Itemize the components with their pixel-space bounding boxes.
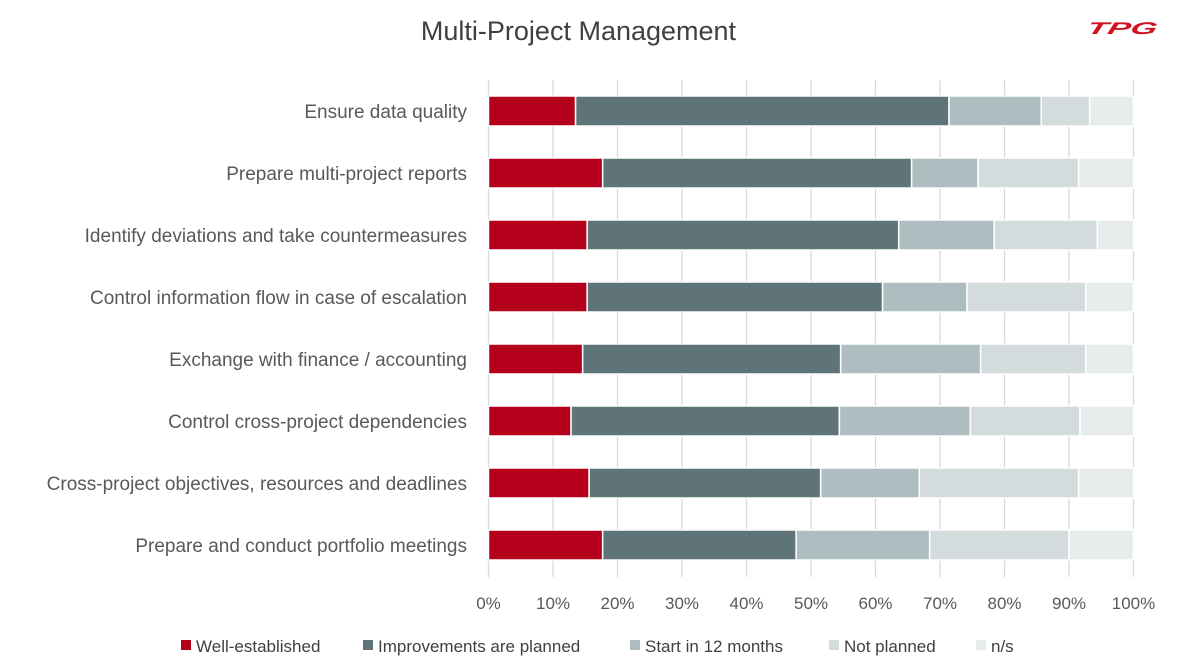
x-tick-label: 50% [794, 594, 828, 613]
x-tick-label: 10% [536, 594, 570, 613]
legend-swatch [630, 640, 640, 650]
bar-segment-well-established [487, 95, 577, 127]
bar-segment-improvements-are-planned [601, 157, 913, 189]
bar-segment-well-established [487, 405, 572, 437]
bar-segment-not-planned [977, 157, 1080, 189]
x-tick-label: 60% [858, 594, 892, 613]
bar-segment-well-established [487, 467, 590, 499]
category-label: Exchange with finance / accounting [169, 350, 467, 371]
x-tick-label: 100% [1112, 594, 1155, 613]
svg-text:TPG: TPG [1085, 18, 1160, 38]
legend-label: Not planned [844, 637, 936, 656]
bar-segment-start-in-12-months [838, 405, 972, 437]
bar-segment-n-s [1079, 405, 1135, 437]
bar-segment-start-in-12-months [839, 343, 982, 375]
bar-segment-not-planned [1040, 95, 1091, 127]
bar-segment-n-s [1085, 281, 1135, 313]
legend-swatch [181, 640, 191, 650]
x-tick-label: 90% [1052, 594, 1086, 613]
x-tick-label: 70% [923, 594, 957, 613]
bar-segment-well-established [487, 281, 588, 313]
category-label: Prepare multi-project reports [226, 164, 467, 185]
bar-segment-n-s [1077, 467, 1135, 499]
bar-segment-n-s [1088, 95, 1135, 127]
bar-segment-well-established [487, 343, 584, 375]
x-tick-label: 40% [729, 594, 763, 613]
chart-title: Multi-Project Management [420, 16, 737, 46]
bar-segment-not-planned [993, 219, 1099, 251]
bar-segment-not-planned [928, 529, 1070, 561]
legend-label: Start in 12 months [645, 637, 783, 656]
bar-segment-start-in-12-months [881, 281, 968, 313]
x-tick-label: 20% [600, 594, 634, 613]
x-tick-label: 0% [476, 594, 501, 613]
bar-segment-improvements-are-planned [586, 281, 884, 313]
bar-segment-improvements-are-planned [574, 95, 950, 127]
bar-segment-not-planned [969, 405, 1081, 437]
legend-swatch [829, 640, 839, 650]
bar-segment-n-s [1068, 529, 1135, 561]
bar-segment-not-planned [918, 467, 1080, 499]
legend-label: n/s [991, 637, 1014, 656]
legend-label: Well-established [196, 637, 320, 656]
bar-segment-start-in-12-months [819, 467, 921, 499]
bar-segment-n-s [1096, 219, 1135, 251]
category-label: Cross-project objectives, resources and … [47, 474, 467, 495]
bar-segment-improvements-are-planned [588, 467, 822, 499]
legend-swatch [363, 640, 373, 650]
bar-segment-not-planned [966, 281, 1087, 313]
bar-segment-improvements-are-planned [586, 219, 900, 251]
bar-segment-well-established [487, 529, 604, 561]
bar-segment-improvements-are-planned [601, 529, 797, 561]
legend-label: Improvements are planned [378, 637, 580, 656]
category-label: Control information flow in case of esca… [90, 288, 467, 309]
bar-segment-start-in-12-months [910, 157, 979, 189]
legend-swatch [976, 640, 986, 650]
bar-segment-improvements-are-planned [581, 343, 842, 375]
bar-segment-improvements-are-planned [570, 405, 841, 437]
category-label: Identify deviations and take countermeas… [85, 226, 467, 247]
category-label: Control cross-project dependencies [168, 412, 467, 433]
bar-segment-well-established [487, 219, 588, 251]
tpg-logo: TPG [1085, 18, 1160, 38]
bar-segment-well-established [487, 157, 604, 189]
x-tick-label: 30% [665, 594, 699, 613]
x-tick-label: 80% [987, 594, 1021, 613]
bar-segment-start-in-12-months [948, 95, 1043, 127]
bar-segment-start-in-12-months [795, 529, 931, 561]
bar-segment-start-in-12-months [897, 219, 995, 251]
bar-segment-n-s [1085, 343, 1135, 375]
bar-segment-n-s [1077, 157, 1135, 189]
category-label: Prepare and conduct portfolio meetings [135, 536, 467, 557]
bar-segment-not-planned [979, 343, 1087, 375]
category-label: Ensure data quality [304, 102, 467, 123]
